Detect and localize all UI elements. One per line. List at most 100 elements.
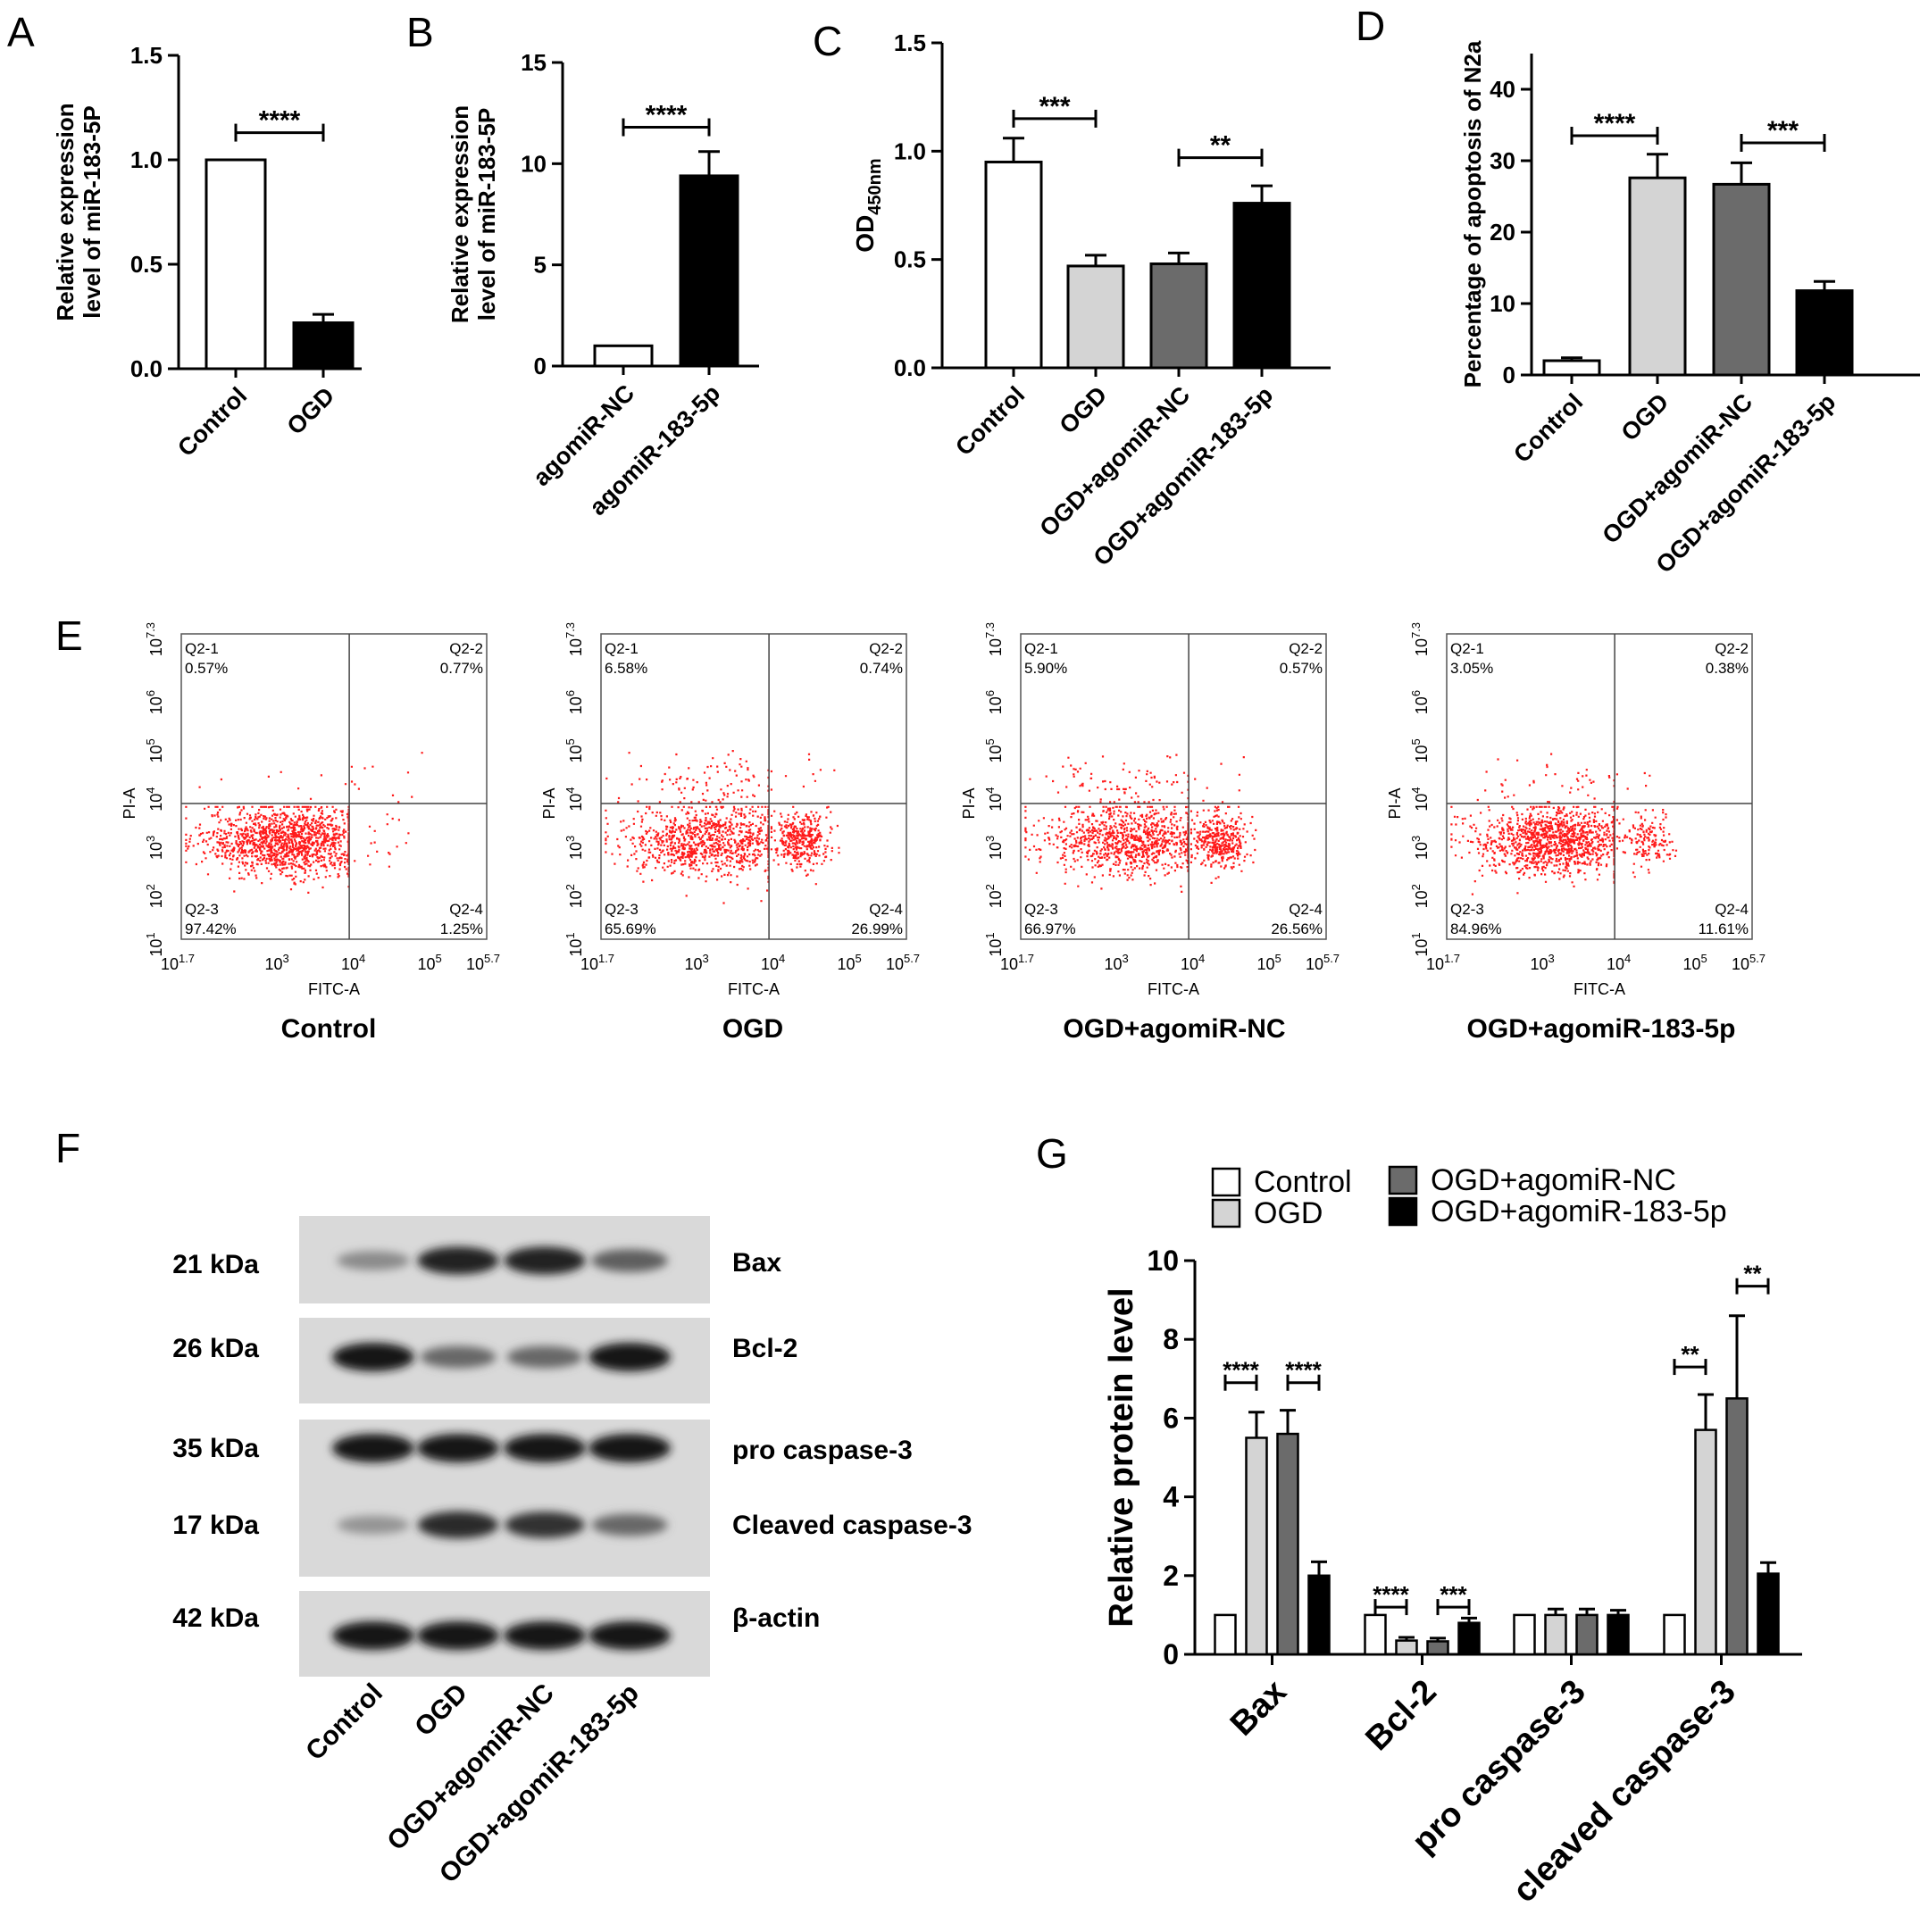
quadrant-name: Q2-2 [449, 640, 483, 657]
flow-frame [1446, 633, 1753, 940]
legend-swatch [1211, 1198, 1241, 1228]
blot-band [589, 1621, 671, 1650]
x-tick-label: 103 [1105, 952, 1129, 973]
legend-label: OGD [1254, 1196, 1323, 1230]
y-tick-label: 104 [563, 787, 585, 812]
y-tick-label: 15 [521, 49, 547, 76]
kda-label: 42 kDa [172, 1603, 259, 1633]
quadrant-percent: 0.57% [185, 660, 228, 677]
x-axis-title: FITC-A [1574, 980, 1625, 998]
x-tick-label: OGD+agomiR-NC [1597, 388, 1757, 549]
y-tick-label: 107.3 [144, 622, 165, 656]
flow-frame [1020, 633, 1327, 940]
legend-label: OGD+agomiR-183-5p [1431, 1195, 1727, 1228]
y-tick-label: 1.5 [894, 29, 926, 56]
quadrant-name: Q2-1 [1024, 640, 1058, 657]
y-tick-label: 105 [1409, 738, 1431, 762]
sig-stars: *** [1039, 92, 1070, 121]
flow-frame [180, 633, 488, 940]
flow-dots [1450, 753, 1678, 895]
sig-stars: ** [1210, 131, 1231, 161]
y-axis-title: Percentage of apoptosis of N2a [1459, 40, 1486, 387]
y-tick-label: 107.3 [1409, 622, 1431, 656]
bar-ogd [1066, 264, 1125, 370]
flow-dot [185, 752, 423, 894]
quadrant-name: Q2-4 [1715, 901, 1749, 918]
quadrant-percent: 5.90% [1024, 660, 1067, 677]
bar-agomir-nc [593, 344, 654, 368]
x-tick-label: 105.7 [886, 952, 920, 973]
flow-dots [185, 752, 423, 894]
y-tick-label: 0 [1163, 1638, 1179, 1670]
sig-stars: *** [1440, 1581, 1467, 1608]
blot-band [504, 1434, 586, 1462]
quadrant-name: Q2-4 [1289, 901, 1323, 918]
sig-stars: ** [1743, 1261, 1762, 1287]
y-axis-title: OD450nm [851, 158, 885, 252]
quadrant-percent: 84.96% [1450, 920, 1502, 937]
blot-band [505, 1511, 585, 1538]
legend-swatch [1211, 1167, 1241, 1197]
x-axis-title: FITC-A [1148, 980, 1199, 998]
blot-band [332, 1434, 414, 1462]
y-tick-label: 1.0 [130, 146, 163, 173]
y-tick-label: 103 [563, 836, 585, 860]
bar-ogd-agomir-183-5p [1457, 1621, 1481, 1656]
x-tick-label: 101.7 [161, 952, 195, 973]
protein-label: Bcl-2 [732, 1334, 797, 1363]
x-tick-label: 104 [1607, 952, 1631, 973]
bar-ogd [1544, 1613, 1567, 1656]
y-tick-label: 102 [144, 884, 165, 908]
panel-letter-F: F [55, 1125, 80, 1171]
panel-B: B051015agomiR-NCagomiR-183-5p****Relativ… [406, 9, 759, 520]
x-tick-label: OGD [282, 382, 340, 440]
sig-stars: **** [646, 101, 688, 130]
y-axis-title: Relative protein level [1103, 1287, 1140, 1627]
blot-row: 26 kDa Bcl-2 [172, 1334, 797, 1371]
bar-ogd [1395, 1639, 1418, 1656]
kda-label: 35 kDa [172, 1434, 259, 1463]
y-tick-label: 10 [1490, 290, 1515, 317]
x-tick-label: 105 [1257, 952, 1281, 973]
flow-dot [1450, 753, 1678, 895]
y-tick-label: 8 [1163, 1323, 1179, 1355]
blot-band [417, 1621, 499, 1650]
bar-ogd [1628, 176, 1687, 377]
blot-band [417, 1434, 499, 1462]
bar-control [1663, 1613, 1686, 1656]
y-tick-label: 104 [1409, 787, 1431, 812]
bar-ogd-agomir-nc [1426, 1640, 1449, 1656]
y-axis-title: PI-A [960, 787, 978, 819]
bar-ogd-agomir-nc [1712, 182, 1771, 377]
sig-stars: *** [1767, 116, 1799, 146]
lane-label: OGD [409, 1678, 473, 1743]
y-tick-label: 107.3 [983, 622, 1005, 656]
blot-band [337, 1515, 410, 1535]
x-tick-label: 105.7 [466, 952, 500, 973]
flow-dot [1024, 754, 1257, 893]
bar-ogd-agomir-183-5p [1757, 1572, 1780, 1656]
y-tick-label: 106 [563, 690, 585, 714]
y-tick-label: 0.5 [894, 246, 926, 273]
quadrant-percent: 6.58% [605, 660, 647, 677]
x-tick-label: 105.7 [1306, 952, 1340, 973]
y-tick-label: 106 [1409, 690, 1431, 714]
quadrant-name: Q2-3 [1024, 901, 1058, 918]
y-tick-label: 103 [144, 836, 165, 860]
sig-stars: **** [1285, 1357, 1322, 1384]
quadrant-name: Q2-1 [1450, 640, 1484, 657]
bar-control [1214, 1613, 1237, 1656]
y-tick-label: 4 [1163, 1481, 1179, 1513]
y-tick-label: 10 [1147, 1245, 1179, 1277]
y-axis-title: Relative expression [447, 105, 473, 323]
panel-E: E Q2-1 0.57% Q2-2 0.77% Q2-3 97.42% Q2-4 1.25% 10… [55, 612, 1766, 1044]
x-tick-label: 104 [341, 952, 365, 973]
protein-label: β-actin [732, 1603, 820, 1633]
x-tick-label: OGD [1055, 381, 1113, 439]
legend-label: OGD+agomiR-NC [1431, 1163, 1676, 1197]
panel-letter-A: A [7, 9, 35, 55]
blot-band [589, 1343, 671, 1371]
panel-letter-C: C [813, 18, 842, 64]
protein-label: pro caspase-3 [732, 1436, 913, 1465]
sig-stars: ** [1681, 1341, 1699, 1368]
